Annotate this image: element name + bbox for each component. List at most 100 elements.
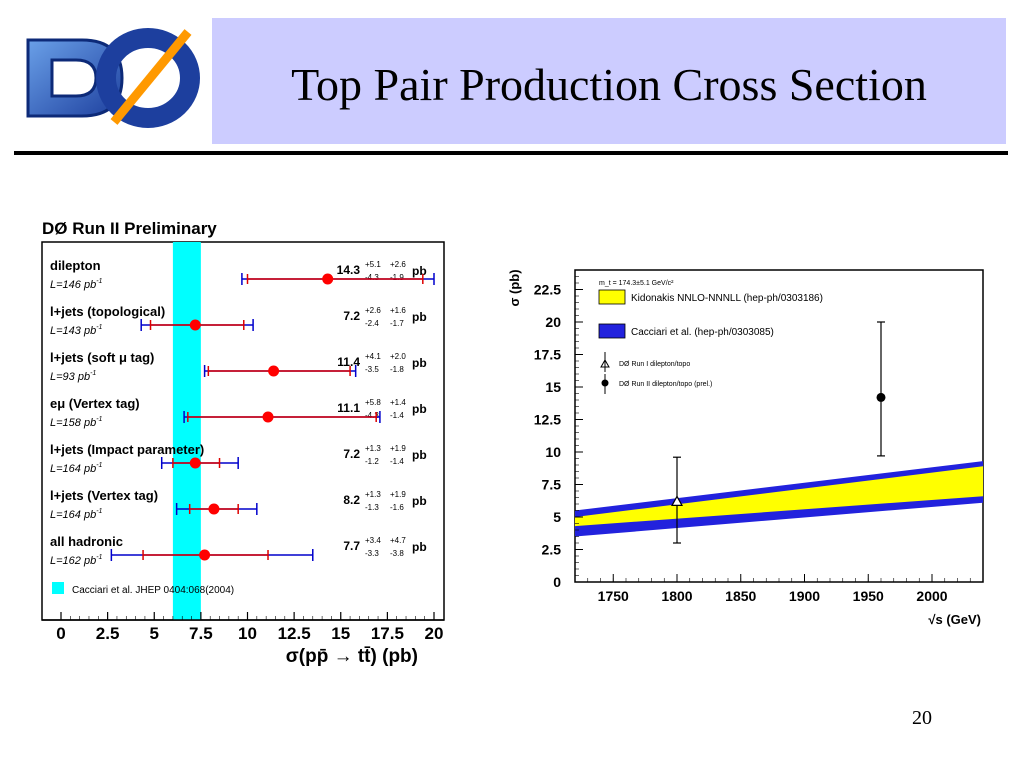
stat-up-label: +1.3 <box>365 444 381 453</box>
right-y-tick-label: 17.5 <box>534 347 561 363</box>
left-x-tick-label: 0 <box>56 624 65 643</box>
right-y-tick-label: 22.5 <box>534 282 561 298</box>
run1-point <box>670 495 684 506</box>
band-legend-swatch <box>52 582 64 594</box>
right-x-tick-label: 1800 <box>661 588 692 604</box>
left-chart-frame <box>41 241 445 621</box>
left-x-tick-label: 12.5 <box>278 624 311 643</box>
channel-label: l+jets (Vertex tag) <box>50 488 158 503</box>
right-x-tick-label: 1900 <box>789 588 820 604</box>
lumi-label: L=162 pb-1 <box>50 554 103 567</box>
left-x-tick-label: 17.5 <box>371 624 404 643</box>
left-x-tick-label: 20 <box>425 624 444 643</box>
right-y-tick-label: 5 <box>553 509 561 525</box>
run2-point <box>876 392 886 402</box>
mass-note: m_t = 174.3±5.1 GeV/c² <box>599 280 674 287</box>
right-y-tick-label: 2.5 <box>542 542 562 558</box>
measurement-point <box>208 503 220 515</box>
channel-label: dilepton <box>50 258 101 273</box>
right-y-axis-label: σ (pb) <box>507 269 522 306</box>
stat-dn-label: -1.2 <box>365 457 379 466</box>
sys-dn-label: -1.6 <box>390 503 404 512</box>
sys-dn-label: -1.9 <box>390 273 404 282</box>
sys-dn-label: -3.8 <box>390 549 404 558</box>
band-legend-label: Cacciari et al. JHEP 0404:068(2004) <box>72 585 234 596</box>
unit-label: pb <box>412 540 427 554</box>
left-chart-title: DØ Run II Preliminary <box>42 219 217 238</box>
lumi-label: L=164 pb-1 <box>50 462 103 475</box>
legend-run1-label: DØ Run I dilepton/topo <box>619 361 690 368</box>
unit-label: pb <box>412 264 427 278</box>
value-label: 7.2 <box>343 447 360 461</box>
sys-up-label: +1.6 <box>390 306 406 315</box>
value-label: 7.7 <box>343 539 360 553</box>
stat-up-label: +1.3 <box>365 490 381 499</box>
right-x-tick-label: 2000 <box>916 588 947 604</box>
left-x-tick-label: 7.5 <box>189 624 213 643</box>
channel-label: l+jets (topological) <box>50 304 165 319</box>
measurement-point <box>199 549 211 561</box>
slide-number: 20 <box>912 707 932 729</box>
right-y-tick-label: 10 <box>545 444 561 460</box>
stat-dn-label: -3.5 <box>365 365 379 374</box>
left-x-tick-label: 2.5 <box>96 624 120 643</box>
stat-dn-label: -4.3 <box>365 411 379 420</box>
unit-label: pb <box>412 356 427 370</box>
channel-label: all hadronic <box>50 534 123 549</box>
left-x-tick-label: 15 <box>331 624 350 643</box>
value-label: 14.3 <box>337 263 361 277</box>
right-x-axis-label: √s (GeV) <box>928 612 981 627</box>
logo-dot <box>64 76 72 84</box>
stat-dn-label: -2.4 <box>365 319 379 328</box>
measurement-point <box>268 365 280 377</box>
legend-run2-label: DØ Run II dilepton/topo (prel.) <box>619 381 712 388</box>
legend-cacciari-swatch <box>598 323 626 339</box>
title-divider <box>14 151 1008 155</box>
lumi-label: L=146 pb-1 <box>50 278 103 291</box>
sys-dn-label: -1.7 <box>390 319 404 328</box>
lumi-label: L=93 pb-1 <box>50 370 96 383</box>
page-title: Top Pair Production Cross Section <box>291 59 927 110</box>
sys-up-label: +2.6 <box>390 260 406 269</box>
measurement-point <box>189 319 201 331</box>
right-y-tick-label: 0 <box>553 574 561 590</box>
d0-logo <box>26 28 200 128</box>
sys-up-label: +2.0 <box>390 352 406 361</box>
value-label: 11.4 <box>337 355 360 369</box>
sys-up-label: +1.9 <box>390 490 406 499</box>
right-plot-frame <box>574 269 984 583</box>
stat-up-label: +5.1 <box>365 260 381 269</box>
right-y-tick-label: 7.5 <box>542 477 562 493</box>
measurement-point <box>189 457 201 469</box>
right-y-tick-label: 12.5 <box>534 412 561 428</box>
right-y-tick-label: 20 <box>545 314 561 330</box>
title-band: Top Pair Production Cross Section <box>212 18 1006 144</box>
sys-up-label: +1.4 <box>390 398 406 407</box>
sys-up-label: +1.9 <box>390 444 406 453</box>
logo-letter-d <box>26 38 124 118</box>
unit-label: pb <box>412 448 427 462</box>
theory-band <box>172 242 201 620</box>
stat-up-label: +3.4 <box>365 536 381 545</box>
lumi-label: L=164 pb-1 <box>50 508 103 521</box>
channel-label: l+jets (soft μ tag) <box>50 350 154 365</box>
left-x-tick-label: 10 <box>238 624 257 643</box>
legend-kidonakis-label: Kidonakis NNLO-NNNLL (hep-ph/0303186) <box>631 293 823 304</box>
logo-slash <box>110 29 192 125</box>
unit-label: pb <box>412 494 427 508</box>
sys-dn-label: -1.8 <box>390 365 404 374</box>
value-label: 11.1 <box>337 401 360 415</box>
legend-cacciari-label: Cacciari et al. (hep-ph/0303085) <box>631 327 774 338</box>
unit-label: pb <box>412 310 427 324</box>
measurement-point <box>262 411 274 423</box>
sys-up-label: +4.7 <box>390 536 406 545</box>
measurements-chart: DØ Run II Preliminary dilepton L=146 pb-1… <box>41 219 445 667</box>
left-x-axis-label: σ(pp̄ → tt̄) (pb) <box>286 646 418 667</box>
right-x-tick-label: 1950 <box>853 588 884 604</box>
lumi-label: L=158 pb-1 <box>50 416 103 429</box>
stat-dn-label: -4.3 <box>365 273 379 282</box>
legend-kidonakis-swatch <box>598 289 626 305</box>
channel-label: l+jets (Impact parameter) <box>50 442 204 457</box>
right-y-tick-label: 15 <box>545 379 561 395</box>
sqrt-s-chart: 0 2.5 5 7.5 10 12.5 15 17.5 20 22.5 1750 1800 1850 19… <box>507 269 984 627</box>
